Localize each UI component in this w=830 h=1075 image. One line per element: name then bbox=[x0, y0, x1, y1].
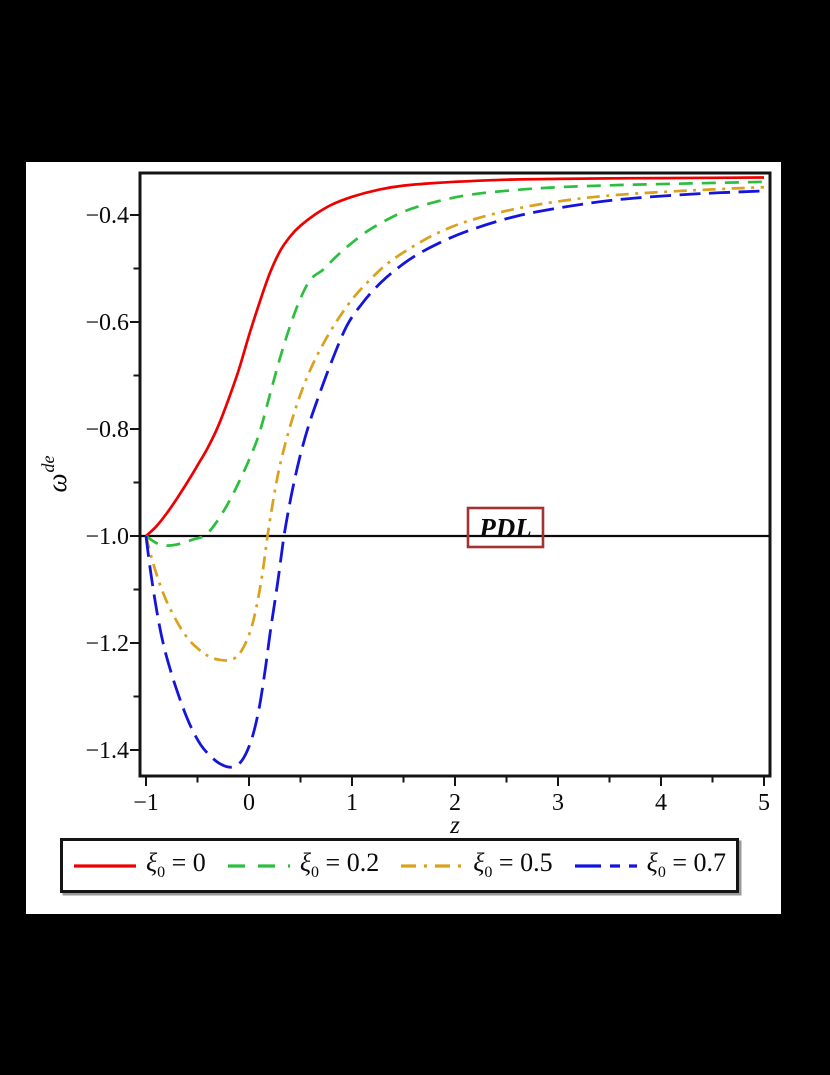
y-axis-superscript: de bbox=[38, 455, 58, 472]
y-tick-label: −1.2 bbox=[85, 631, 129, 657]
x-tick-label: 2 bbox=[449, 790, 461, 816]
legend-label: ξ0 = 0 bbox=[146, 848, 206, 882]
legend-xi-symbol: ξ bbox=[146, 848, 158, 878]
x-tick-label: −1 bbox=[133, 790, 159, 816]
legend-xi-symbol: ξ bbox=[299, 848, 312, 878]
series-curve-0_7 bbox=[144, 189, 765, 769]
legend-xi-symbol: ξ bbox=[473, 848, 485, 878]
curve-group bbox=[144, 176, 765, 769]
x-axis-title: z bbox=[449, 812, 460, 839]
x-tick-label: 5 bbox=[758, 790, 770, 816]
pdl-label: PDL bbox=[478, 513, 531, 543]
y-tick-label: −0.6 bbox=[85, 310, 129, 336]
legend-label: ξ0 = 0.7 bbox=[646, 848, 726, 882]
legend-xi-subscript: 0 bbox=[484, 864, 493, 882]
series-curve-0_2 bbox=[145, 180, 765, 547]
y-tick-label: −0.4 bbox=[85, 203, 129, 229]
x-tick-label: 0 bbox=[243, 790, 255, 816]
x-tick-label: 4 bbox=[655, 790, 667, 816]
legend-label: ξ0 = 0.5 bbox=[473, 848, 553, 882]
figure-canvas: −1 0 1 2 3 4 5 −0.4 −0.6 −0.8 −1.0 −1.2 −1.4 PDL z ω… bbox=[26, 162, 781, 914]
y-axis-title: ωde bbox=[38, 455, 72, 492]
legend-line-sample bbox=[574, 863, 637, 868]
legend-line-sample bbox=[401, 863, 464, 868]
legend-line-sample bbox=[227, 863, 290, 868]
x-tick-label: 1 bbox=[346, 790, 358, 816]
y-axis-symbol: ω bbox=[42, 473, 72, 492]
plot-frame bbox=[138, 171, 772, 778]
legend-xi-symbol: ξ bbox=[646, 848, 658, 878]
legend-xi-subscript: 0 bbox=[311, 864, 320, 882]
legend-label: ξ0 = 0.2 bbox=[299, 848, 380, 882]
y-tick-label: −1.0 bbox=[85, 524, 129, 550]
series-curve-0 bbox=[145, 176, 765, 537]
legend-line-sample bbox=[74, 863, 136, 868]
legend-xi-subscript: 0 bbox=[157, 864, 166, 882]
x-tick-label: 3 bbox=[552, 790, 564, 816]
legend-xi-subscript: 0 bbox=[657, 864, 666, 882]
legend-item: ξ0 = 0.2 bbox=[227, 848, 379, 882]
legend-box: ξ0 = 0 ξ0 = 0.2 ξ0 = 0.5 ξ0 = 0.7 bbox=[60, 838, 739, 893]
axis-ticks bbox=[130, 214, 765, 786]
plot-area: −1 0 1 2 3 4 5 −0.4 −0.6 −0.8 −1.0 −1.2 −1.4 PDL z ω… bbox=[38, 171, 772, 839]
pdl-annotation-box bbox=[466, 506, 545, 549]
axis-tick-labels: −1 0 1 2 3 4 5 −0.4 −0.6 −0.8 −1.0 −1.2 −1.4 bbox=[85, 203, 770, 816]
y-tick-label: −0.8 bbox=[85, 417, 129, 443]
legend-item: ξ0 = 0.7 bbox=[574, 848, 726, 882]
series-curve-0_5 bbox=[144, 185, 765, 662]
y-tick-label: −1.4 bbox=[85, 738, 129, 764]
legend-item: ξ0 = 0.5 bbox=[400, 848, 553, 882]
legend-item: ξ0 = 0 bbox=[73, 848, 206, 882]
